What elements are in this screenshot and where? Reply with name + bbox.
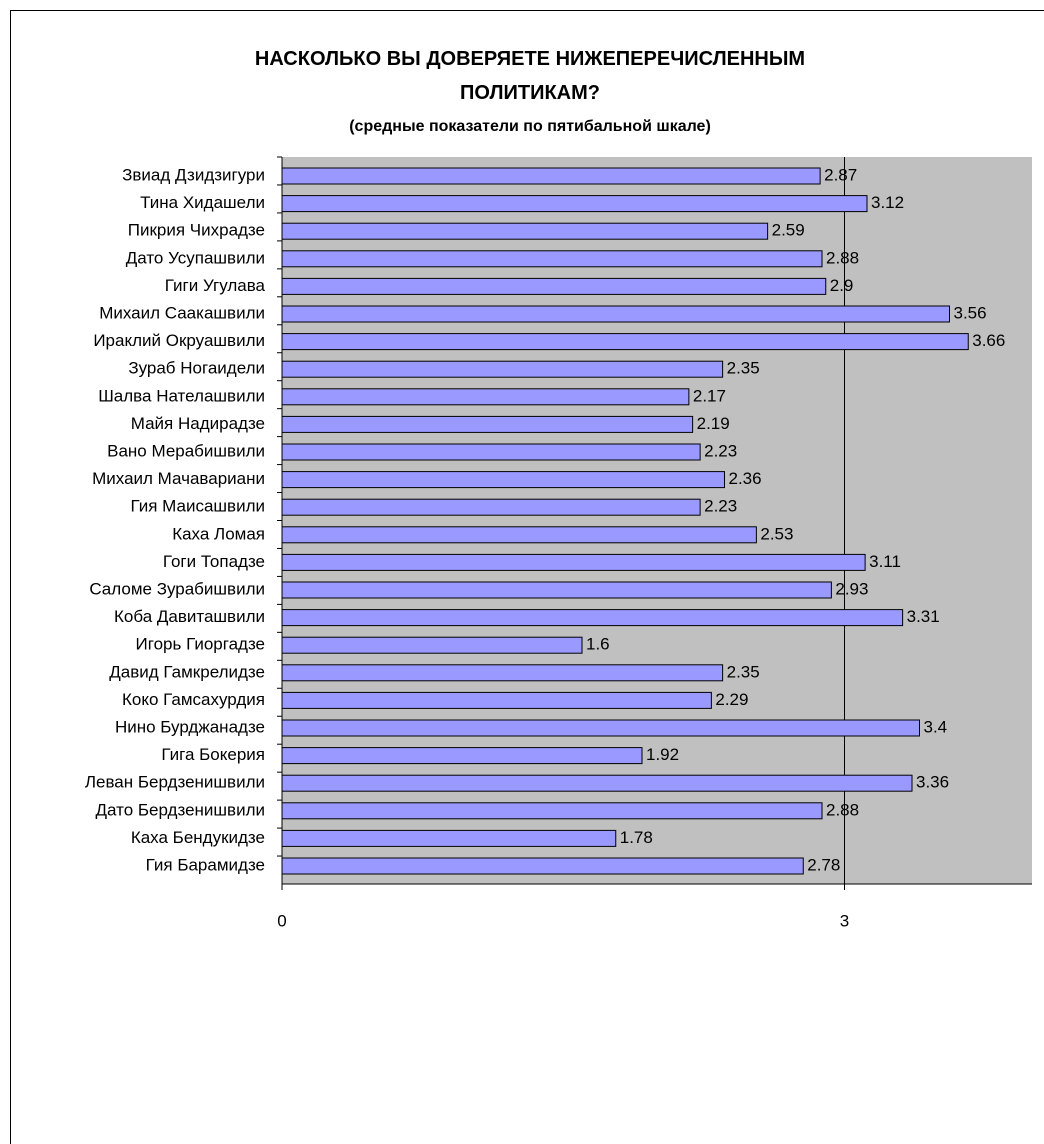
data-label: 3.11 (869, 552, 901, 571)
data-label: 2.23 (704, 497, 737, 516)
bar (281, 581, 832, 599)
y-tick-label: Майя Надирадзе (131, 414, 265, 433)
bar (281, 829, 617, 847)
y-tick-label: Ираклий Окруашвили (93, 331, 265, 350)
y-tick-label: Давид Гамкрелидзе (109, 662, 265, 681)
data-label: 3.66 (972, 331, 1005, 350)
y-tick-label: Михаил Мачавариани (92, 469, 265, 488)
data-label: 2.53 (760, 524, 793, 543)
y-tick-label: Гия Барамидзе (146, 855, 265, 874)
bar (281, 471, 725, 489)
bar (281, 250, 823, 268)
y-tick-label: Зураб Ногаидели (128, 359, 265, 378)
bar (281, 747, 643, 765)
bar (281, 195, 868, 213)
bar (281, 691, 712, 709)
y-tick-label: Коба Давиташвили (114, 607, 265, 626)
bar (281, 553, 866, 571)
data-label: 3.12 (871, 193, 904, 212)
chart-subtitle: (средные показатели по пятибальной шкале… (349, 118, 711, 135)
y-tick-label: Дато Бердзенишвили (96, 800, 266, 819)
data-label: 2.36 (729, 469, 762, 488)
data-label: 2.19 (697, 414, 730, 433)
chart-title: НАСКОЛЬКО ВЫ ДОВЕРЯЕТЕ НИЖЕПЕРЕЧИСЛЕННЫМ… (255, 48, 805, 104)
x-tick-label: 0 (277, 911, 286, 930)
bar (281, 333, 969, 351)
y-tick-label: Пикрия Чихрадзе (128, 221, 265, 240)
y-tick-label: Гиги Угулава (165, 276, 266, 295)
bar (281, 222, 769, 240)
y-tick-label: Каха Ломая (172, 524, 265, 543)
y-tick-label: Саломе Зурабишвили (89, 579, 265, 598)
data-label: 2.93 (835, 579, 868, 598)
bar (281, 360, 724, 378)
data-label: 3.56 (954, 303, 987, 322)
y-tick-label: Нино Бурджанадзе (115, 717, 265, 736)
bar (281, 443, 701, 461)
y-tick-label: Леван Бердзенишвили (85, 773, 265, 792)
data-label: 2.78 (807, 855, 840, 874)
y-tick-label: Тина Хидашели (140, 193, 265, 212)
data-label: 1.78 (620, 828, 653, 847)
bar (281, 415, 694, 433)
y-tick-label: Вано Мерабишвили (107, 441, 265, 460)
bar (281, 498, 701, 516)
y-tick-label: Коко Гамсахурдия (122, 690, 265, 709)
data-label: 2.17 (693, 386, 726, 405)
bar (281, 636, 583, 654)
y-tick-label: Гоги Топадзе (163, 552, 265, 571)
y-tick-label: Дато Усупашвили (126, 248, 265, 267)
data-label: 2.23 (704, 441, 737, 460)
bar (281, 609, 904, 627)
data-label: 2.35 (727, 359, 760, 378)
y-tick-label: Шалва Нателашвили (98, 386, 265, 405)
data-label: 2.88 (826, 248, 859, 267)
data-label: 2.29 (715, 690, 748, 709)
data-label: 2.59 (772, 221, 805, 240)
data-label: 2.35 (727, 662, 760, 681)
bar (281, 388, 690, 406)
data-label: 3.36 (916, 773, 949, 792)
y-tick-label: Игорь Гиоргадзе (136, 635, 265, 654)
x-tick-label: 3 (840, 911, 849, 930)
bar (281, 802, 823, 820)
bar (281, 526, 757, 544)
bar (281, 857, 804, 875)
y-tick-label: Гига Бокерия (161, 745, 265, 764)
data-label: 1.92 (646, 745, 679, 764)
bar (281, 774, 913, 792)
y-tick-label: Звиад Дзидзигури (122, 165, 265, 184)
bar (281, 664, 724, 682)
data-label: 3.4 (924, 717, 948, 736)
data-label: 2.9 (830, 276, 854, 295)
bar (281, 167, 821, 185)
bar (281, 719, 920, 737)
bar (281, 277, 827, 295)
data-label: 3.31 (907, 607, 940, 626)
data-label: 2.88 (826, 800, 859, 819)
y-tick-label: Каха Бендукидзе (131, 828, 265, 847)
y-tick-label: Гия Маисашвили (130, 497, 265, 516)
y-tick-label: Михаил Саакашвили (99, 303, 265, 322)
data-label: 2.87 (824, 165, 857, 184)
bar (281, 305, 950, 323)
data-label: 1.6 (586, 635, 610, 654)
